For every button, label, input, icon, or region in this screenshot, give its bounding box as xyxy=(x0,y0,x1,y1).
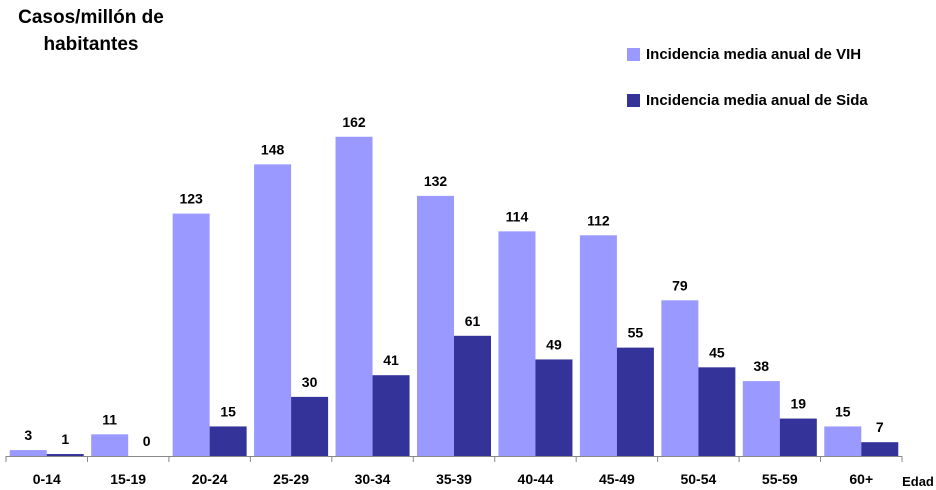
data-label-sida-30-34: 41 xyxy=(383,352,399,368)
bar-vih-15-19 xyxy=(91,434,129,456)
x-tick-label-60+: 60+ xyxy=(849,471,873,487)
bar-vih-60+ xyxy=(824,426,862,456)
y-axis-label: Casos/millón de habitantes xyxy=(18,7,164,55)
bar-vih-35-39 xyxy=(417,195,454,456)
data-label-vih-60+: 15 xyxy=(835,403,851,419)
data-label-vih-30-34: 162 xyxy=(342,114,366,130)
bar-sida-55-59 xyxy=(779,418,817,456)
bar-sida-35-39 xyxy=(454,335,491,456)
legend-swatch-vih xyxy=(627,47,640,61)
legend-swatch-sida xyxy=(627,93,640,107)
data-label-sida-15-19: 0 xyxy=(143,433,151,449)
bar-sida-40-44 xyxy=(535,359,573,456)
data-label-vih-40-44: 114 xyxy=(506,208,529,224)
bar-vih-55-59 xyxy=(742,381,780,456)
data-label-sida-60+: 7 xyxy=(876,419,884,435)
x-tick-label-30-34: 30-34 xyxy=(355,471,391,487)
x-tick-label-20-24: 20-24 xyxy=(192,471,228,487)
data-label-sida-55-59: 19 xyxy=(791,396,807,412)
legend-label-vih: Incidencia media anual de VIH xyxy=(646,45,862,63)
bar-sida-50-54 xyxy=(698,367,736,456)
x-tick-label-0-14: 0-14 xyxy=(33,471,61,487)
data-label-sida-35-39: 61 xyxy=(465,313,481,329)
x-tick-label-40-44: 40-44 xyxy=(518,471,554,487)
bar-vih-0-14 xyxy=(9,450,47,456)
bar-sida-20-24 xyxy=(209,426,247,456)
bar-vih-20-24 xyxy=(172,213,210,456)
bar-sida-60+ xyxy=(861,442,899,456)
legend: Incidencia media anual de VIH Incidencia… xyxy=(627,44,868,136)
data-label-sida-20-24: 15 xyxy=(220,403,236,419)
data-label-vih-45-49: 112 xyxy=(587,212,610,228)
data-label-vih-20-24: 123 xyxy=(179,191,203,207)
bar-sida-45-49 xyxy=(616,347,654,456)
bar-vih-40-44 xyxy=(498,231,536,456)
x-tick-label-55-59: 55-59 xyxy=(762,471,798,487)
data-label-sida-45-49: 55 xyxy=(628,325,644,341)
data-label-vih-15-19: 11 xyxy=(102,411,117,427)
bar-sida-0-14 xyxy=(46,454,84,456)
x-tick-label-15-19: 15-19 xyxy=(110,471,146,487)
x-axis: 0-14 15-19 20-24 25-29 30-34 35-39 40-44 45-49 5… xyxy=(5,456,903,487)
data-label-vih-50-54: 79 xyxy=(672,277,688,293)
x-tick-label-25-29: 25-29 xyxy=(273,471,309,487)
bar-sida-25-29 xyxy=(291,396,329,456)
data-label-vih-25-29: 148 xyxy=(261,141,285,157)
data-label-sida-50-54: 45 xyxy=(709,344,725,360)
x-tick-label-45-49: 45-49 xyxy=(599,471,635,487)
bar-sida-30-34 xyxy=(372,375,410,456)
legend-item-sida: Incidencia media anual de Sida xyxy=(627,90,868,110)
bar-vih-45-49 xyxy=(579,235,617,456)
x-axis-label: Edad xyxy=(902,474,934,489)
data-label-sida-25-29: 30 xyxy=(302,374,318,390)
legend-item-vih: Incidencia media anual de VIH xyxy=(627,44,868,64)
bar-vih-25-29 xyxy=(254,164,292,456)
data-label-sida-0-14: 1 xyxy=(61,431,69,447)
data-label-vih-0-14: 3 xyxy=(24,427,32,443)
data-label-vih-55-59: 38 xyxy=(754,358,770,374)
bars-group: 3 111012315148301624113261114491125579453… xyxy=(9,114,899,456)
data-label-sida-40-44: 49 xyxy=(546,336,562,352)
x-tick-label-50-54: 50-54 xyxy=(680,471,716,487)
bar-vih-50-54 xyxy=(661,300,699,456)
data-label-vih-35-39: 132 xyxy=(424,173,448,189)
legend-label-sida: Incidencia media anual de Sida xyxy=(646,91,868,109)
x-tick-label-35-39: 35-39 xyxy=(436,471,472,487)
bar-vih-30-34 xyxy=(335,136,373,456)
